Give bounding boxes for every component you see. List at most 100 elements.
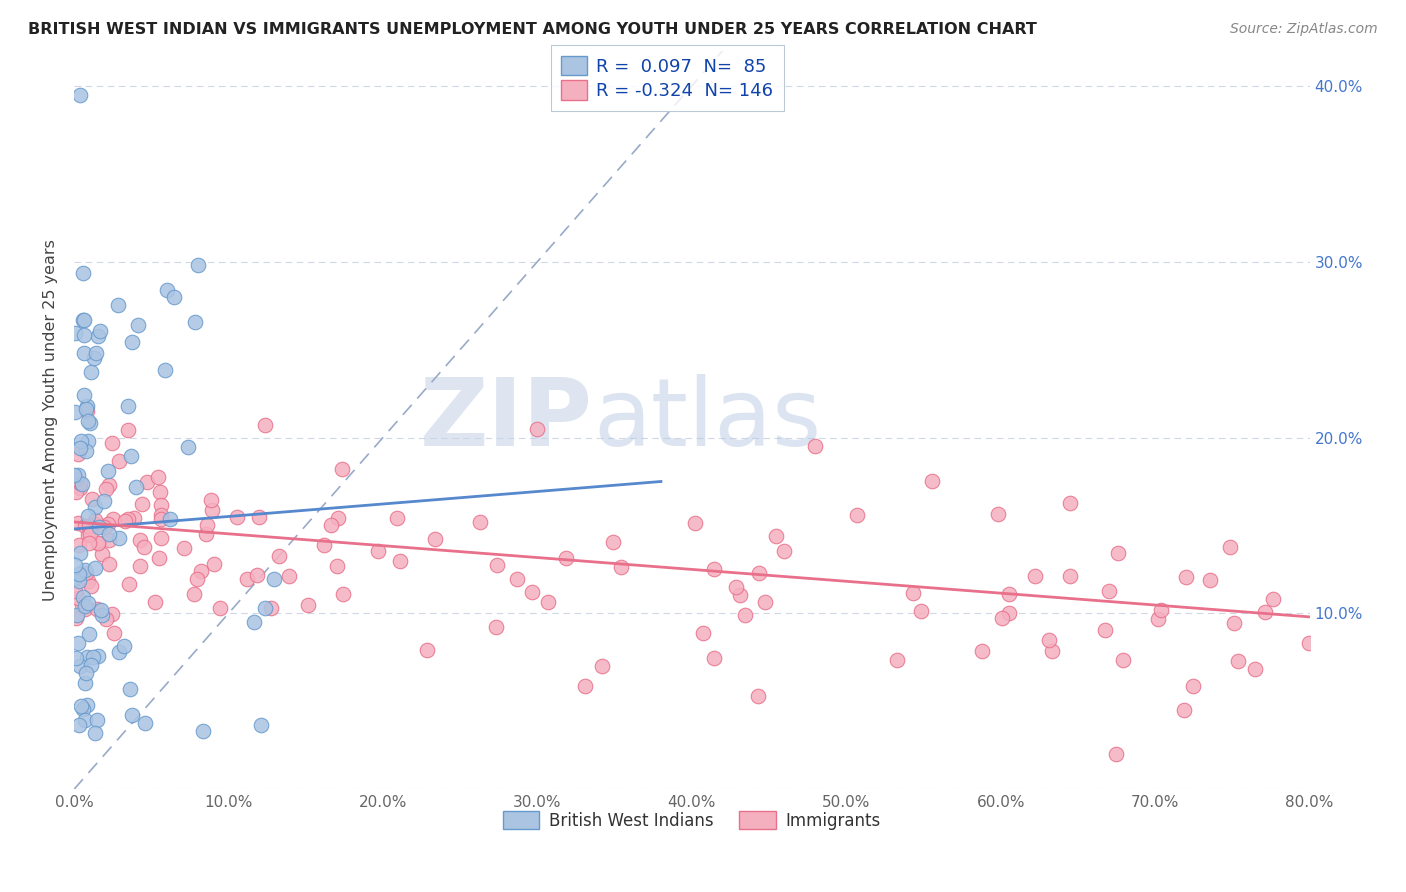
Point xyxy=(1226,654,1249,668)
Point xyxy=(1024,569,1046,583)
Point xyxy=(1219,540,1241,554)
Point xyxy=(121,708,143,723)
Point xyxy=(247,510,270,524)
Point xyxy=(75,563,97,577)
Y-axis label: Unemployment Among Youth under 25 years: Unemployment Among Youth under 25 years xyxy=(44,239,58,601)
Point xyxy=(63,468,86,483)
Point xyxy=(94,612,117,626)
Point xyxy=(921,474,943,488)
Point xyxy=(107,454,129,468)
Point xyxy=(79,417,101,431)
Point xyxy=(67,467,90,482)
Point xyxy=(987,507,1010,521)
Point xyxy=(574,679,596,693)
Point xyxy=(77,627,100,641)
Point xyxy=(703,562,725,576)
Point xyxy=(69,659,91,673)
Point xyxy=(80,579,103,593)
Point xyxy=(98,526,121,541)
Point xyxy=(1147,612,1170,626)
Point xyxy=(129,559,152,574)
Point xyxy=(112,639,135,653)
Point xyxy=(94,483,117,497)
Point xyxy=(149,484,172,499)
Point xyxy=(314,539,336,553)
Point xyxy=(91,607,114,622)
Point xyxy=(69,441,91,455)
Point xyxy=(425,532,447,546)
Point xyxy=(526,422,548,436)
Point xyxy=(728,588,751,602)
Point xyxy=(69,87,91,102)
Point xyxy=(80,491,103,506)
Point xyxy=(76,649,98,664)
Point xyxy=(84,346,107,360)
Point xyxy=(1173,703,1195,717)
Point xyxy=(72,313,94,327)
Point xyxy=(685,516,707,531)
Point xyxy=(101,436,124,450)
Text: ZIP: ZIP xyxy=(420,374,593,466)
Point xyxy=(385,510,408,524)
Point xyxy=(73,313,96,327)
Point xyxy=(1198,574,1220,588)
Point xyxy=(76,414,98,428)
Point xyxy=(195,517,218,532)
Point xyxy=(67,718,90,732)
Point xyxy=(67,447,90,461)
Point xyxy=(89,520,111,534)
Point xyxy=(103,626,125,640)
Point xyxy=(1059,569,1081,583)
Point xyxy=(73,346,96,360)
Point xyxy=(84,517,107,532)
Point xyxy=(86,536,108,550)
Point xyxy=(187,258,209,272)
Point xyxy=(127,318,149,333)
Point xyxy=(202,558,225,572)
Point xyxy=(901,586,924,600)
Point xyxy=(146,470,169,484)
Point xyxy=(84,513,107,527)
Point xyxy=(1223,615,1246,630)
Point xyxy=(67,537,90,551)
Point xyxy=(148,551,170,566)
Point xyxy=(76,399,98,413)
Point xyxy=(249,718,271,732)
Point xyxy=(1059,496,1081,510)
Point xyxy=(804,439,827,453)
Point xyxy=(67,567,90,582)
Point xyxy=(297,598,319,612)
Point xyxy=(277,569,299,583)
Point xyxy=(76,508,98,523)
Point xyxy=(173,541,195,556)
Point xyxy=(93,519,115,533)
Point xyxy=(1094,623,1116,637)
Point xyxy=(107,645,129,659)
Point xyxy=(1040,643,1063,657)
Point xyxy=(84,500,107,515)
Point xyxy=(66,635,89,649)
Point xyxy=(159,512,181,526)
Point xyxy=(114,514,136,528)
Point xyxy=(506,572,529,586)
Point xyxy=(77,574,100,589)
Point xyxy=(194,526,217,541)
Point xyxy=(389,553,412,567)
Point xyxy=(65,484,87,499)
Point xyxy=(65,405,87,419)
Point xyxy=(149,508,172,523)
Point xyxy=(184,315,207,329)
Point xyxy=(267,549,290,563)
Point xyxy=(82,649,104,664)
Point xyxy=(77,434,100,448)
Point xyxy=(122,511,145,525)
Point xyxy=(121,335,143,350)
Text: BRITISH WEST INDIAN VS IMMIGRANTS UNEMPLOYMENT AMONG YOUTH UNDER 25 YEARS CORREL: BRITISH WEST INDIAN VS IMMIGRANTS UNEMPL… xyxy=(28,22,1038,37)
Point xyxy=(63,558,86,572)
Point xyxy=(83,351,105,365)
Point xyxy=(69,476,91,491)
Point xyxy=(117,512,139,526)
Point xyxy=(1261,591,1284,606)
Point xyxy=(886,653,908,667)
Point xyxy=(177,440,200,454)
